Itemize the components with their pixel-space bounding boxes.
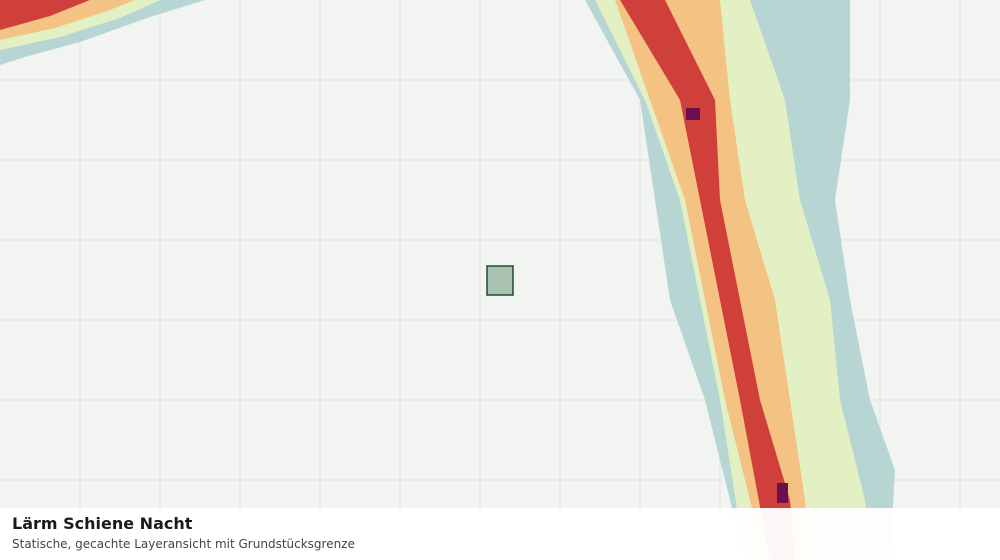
- parcel-boundary: [486, 265, 514, 296]
- noise-band-left: [0, 0, 205, 65]
- layer-subtitle: Statische, gecachte Layeransicht mit Gru…: [12, 537, 355, 551]
- noise-band-rail: [585, 0, 895, 560]
- info-panel: Lärm Schiene Nacht Statische, gecachte L…: [0, 508, 1000, 560]
- layer-title: Lärm Schiene Nacht: [12, 514, 193, 533]
